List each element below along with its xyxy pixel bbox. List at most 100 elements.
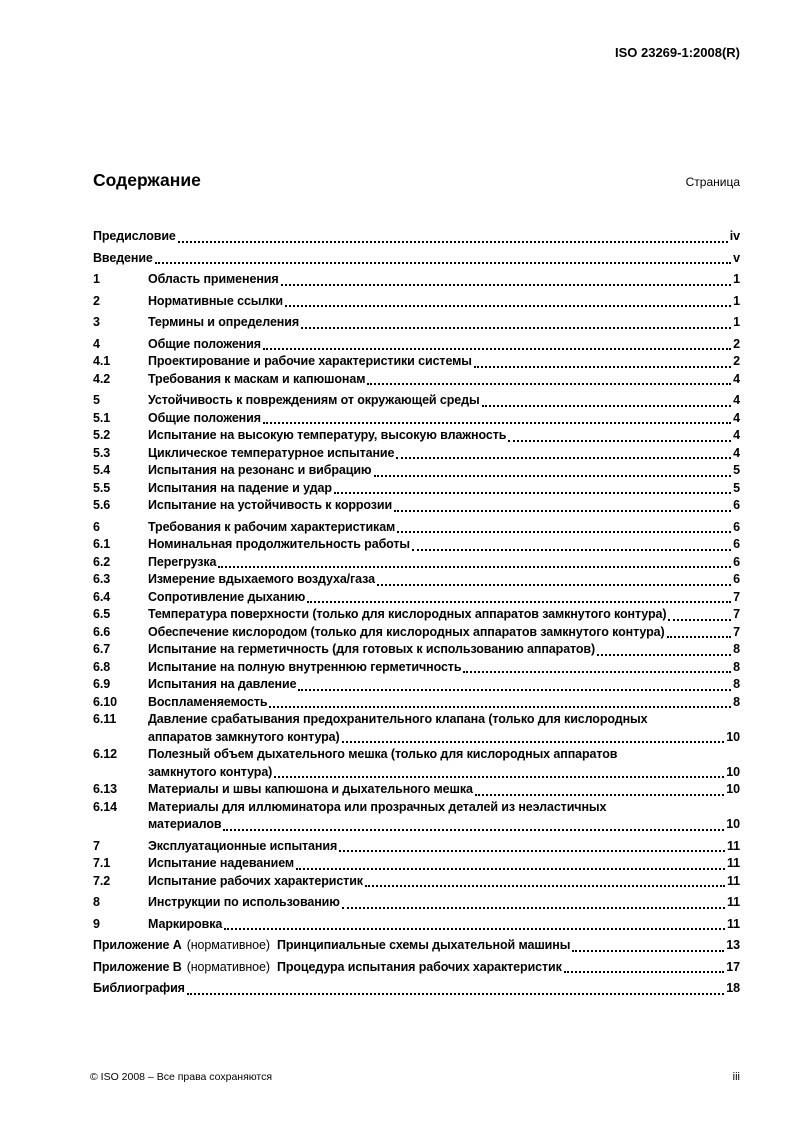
toc-entry-body: Испытания на давление 8 <box>148 676 740 694</box>
toc-entry-title: Общие положения <box>148 336 261 351</box>
toc-entry-title: Перегрузка <box>148 554 217 569</box>
dotted-leader <box>508 427 731 445</box>
toc-entry-number: 2 <box>93 293 100 308</box>
toc-entry-title: Давление срабатывания предохранительного… <box>148 712 648 726</box>
dotted-leader <box>224 916 725 934</box>
toc-entry-page: 5 <box>733 480 740 495</box>
toc-entry-number: 6.5 <box>93 607 111 621</box>
toc-entry: 7 Эксплуатационные испытания 11 <box>93 838 740 856</box>
toc-entry-page: 8 <box>733 694 740 709</box>
toc-entry-body: Нормативные ссылки 1 <box>148 293 740 311</box>
toc-entry-body: Материалы для иллюминатора или прозрачны… <box>148 799 740 834</box>
toc-entry-title: Библиография <box>93 981 185 995</box>
toc-entry-number: 1 <box>93 272 100 286</box>
toc-entry-title: Испытание на герметичность (для готовых … <box>148 642 596 656</box>
toc-entry: 6.4 Сопротивление дыханию 7 <box>93 589 740 607</box>
toc-entry: 3 Термины и определения 1 <box>93 314 740 332</box>
toc-entry-title: Устойчивость к повреждениям от окружающе… <box>148 393 480 407</box>
toc-entry-number: 6 <box>93 519 100 534</box>
toc-entry: 6.5 Температура поверхности (только для … <box>93 606 740 624</box>
toc-entry-page: 8 <box>733 659 740 674</box>
toc-entry-number: 6.8 <box>93 659 111 674</box>
dotted-leader <box>274 764 725 782</box>
toc-entry-body: Полезный объем дыхательного мешка (тольк… <box>148 746 740 781</box>
toc-entry-page: 10 <box>726 764 740 779</box>
annex-prefix: Приложение A <box>93 938 182 952</box>
toc-entry-body: Введение v <box>93 250 740 268</box>
toc-entry-title: Обеспечение кислородом (только для кисло… <box>148 624 665 639</box>
toc-entry-body: Проектирование и рабочие характеристики … <box>148 353 740 371</box>
toc-entry-page: 11 <box>726 916 740 931</box>
toc-entry-title: Испытание рабочих характеристик <box>148 873 363 888</box>
toc-entry-title: Полезный объем дыхательного мешка (тольк… <box>148 747 618 761</box>
dotted-leader <box>563 959 725 977</box>
annex-title: Процедура испытания рабочих характеристи… <box>276 959 562 974</box>
toc-entry-number: 4.1 <box>93 354 111 368</box>
toc-title: Содержание <box>93 170 201 190</box>
annex-title: Принципиальные схемы дыхательной машины <box>276 938 571 952</box>
toc-entry-body: Обеспечение кислородом (только для кисло… <box>148 624 740 642</box>
toc-entry: 5.3 Циклическое температурное испытание … <box>93 445 740 463</box>
toc-entry-title: Общие положения <box>148 410 261 425</box>
dotted-leader <box>154 250 732 268</box>
toc-entry-body: Библиография 18 <box>93 980 740 998</box>
toc-entry-title: Номинальная продолжительность работы <box>148 537 411 551</box>
toc-entry-page: 13 <box>726 938 740 952</box>
toc-entry-title: Приложение A (нормативное) Принципиальные … <box>93 937 570 955</box>
toc-entry-page: 1 <box>733 315 740 329</box>
toc-entry-title: Сопротивление дыханию <box>148 589 306 604</box>
footer-page-number: iii <box>732 1071 740 1083</box>
toc-entry: Приложение A (нормативное) Принципиальные … <box>93 937 740 955</box>
toc-entry: Введение v <box>93 250 740 268</box>
toc-entry-number: 8 <box>93 895 100 909</box>
toc-entry-body: Общие положения 2 <box>148 336 740 354</box>
dotted-leader <box>296 855 725 873</box>
toc-entry-body: Общие положения 4 <box>148 410 740 428</box>
toc-entry: Приложение B (нормативное) Процедура испыт… <box>93 959 740 977</box>
toc-entry: 6.2 Перегрузка 6 <box>93 554 740 572</box>
toc-entry-title: Материалы и швы капюшона и дыхательного … <box>148 782 473 796</box>
toc-entry-page: 8 <box>733 677 740 691</box>
toc-entry-title: Температура поверхности (только для кисл… <box>148 607 667 621</box>
toc-entry-number: 5.3 <box>93 445 111 460</box>
toc-entry-body: Предисловие iv <box>93 228 740 246</box>
toc-entry-body: Эксплуатационные испытания 11 <box>148 838 740 856</box>
toc-entry-body: Испытания на падение и удар 5 <box>148 480 740 498</box>
dotted-leader <box>597 641 732 659</box>
toc-entry-title: Требования к маскам и капюшонам <box>148 371 366 386</box>
toc-entry: 5.2 Испытание на высокую температуру, вы… <box>93 427 740 445</box>
toc-entry-page: 7 <box>733 607 740 621</box>
toc-entry-page: 6 <box>733 572 740 586</box>
toc-entry-body: Циклическое температурное испытание 4 <box>148 445 740 463</box>
dotted-leader <box>223 816 725 834</box>
toc-entry-page: 4 <box>733 371 740 386</box>
toc-entry-page: v <box>733 250 740 265</box>
toc-entry-page: 6 <box>733 519 740 534</box>
toc-entry: Предисловие iv <box>93 228 740 246</box>
toc-entry-title: Испытание на устойчивость к коррозии <box>148 498 393 512</box>
toc-entry-title: Воспламеняемость <box>148 694 268 709</box>
toc-entry-title: Нормативные ссылки <box>148 293 283 308</box>
toc-entry: 6.12 Полезный объем дыхательного мешка (… <box>93 746 740 781</box>
toc-entry-body: Измерение вдыхаемого воздуха/газа 6 <box>148 571 740 589</box>
toc-entry: 8 Инструкции по использованию 11 <box>93 894 740 912</box>
toc-entry-title: Материалы для иллюминатора или прозрачны… <box>148 799 607 814</box>
toc-entry: 6.6 Обеспечение кислородом (только для к… <box>93 624 740 642</box>
dotted-leader <box>668 606 731 624</box>
dotted-leader <box>364 873 726 891</box>
annex-prefix: Приложение B <box>93 959 182 974</box>
toc-entry: 6.14 Материалы для иллюминатора или проз… <box>93 799 740 834</box>
toc-entry-body: Сопротивление дыханию 7 <box>148 589 740 607</box>
toc-list: Предисловие iv Введение v 1 Область прим… <box>93 224 740 998</box>
toc-entry-number: 3 <box>93 315 100 329</box>
toc-entry-title: Приложение B (нормативное) Процедура испыт… <box>93 959 562 977</box>
toc-entry-title: Испытание надеванием <box>148 856 295 870</box>
dotted-leader <box>262 410 732 428</box>
dotted-leader <box>481 392 732 410</box>
dotted-leader <box>394 497 732 515</box>
toc-entry: 6.8 Испытание на полную внутреннюю герме… <box>93 659 740 677</box>
dotted-leader <box>412 536 732 554</box>
toc-entry-title: Измерение вдыхаемого воздуха/газа <box>148 572 375 586</box>
toc-entry-body: Требования к рабочим характеристикам 6 <box>148 519 740 537</box>
toc-entry-body: Требования к маскам и капюшонам 4 <box>148 371 740 389</box>
